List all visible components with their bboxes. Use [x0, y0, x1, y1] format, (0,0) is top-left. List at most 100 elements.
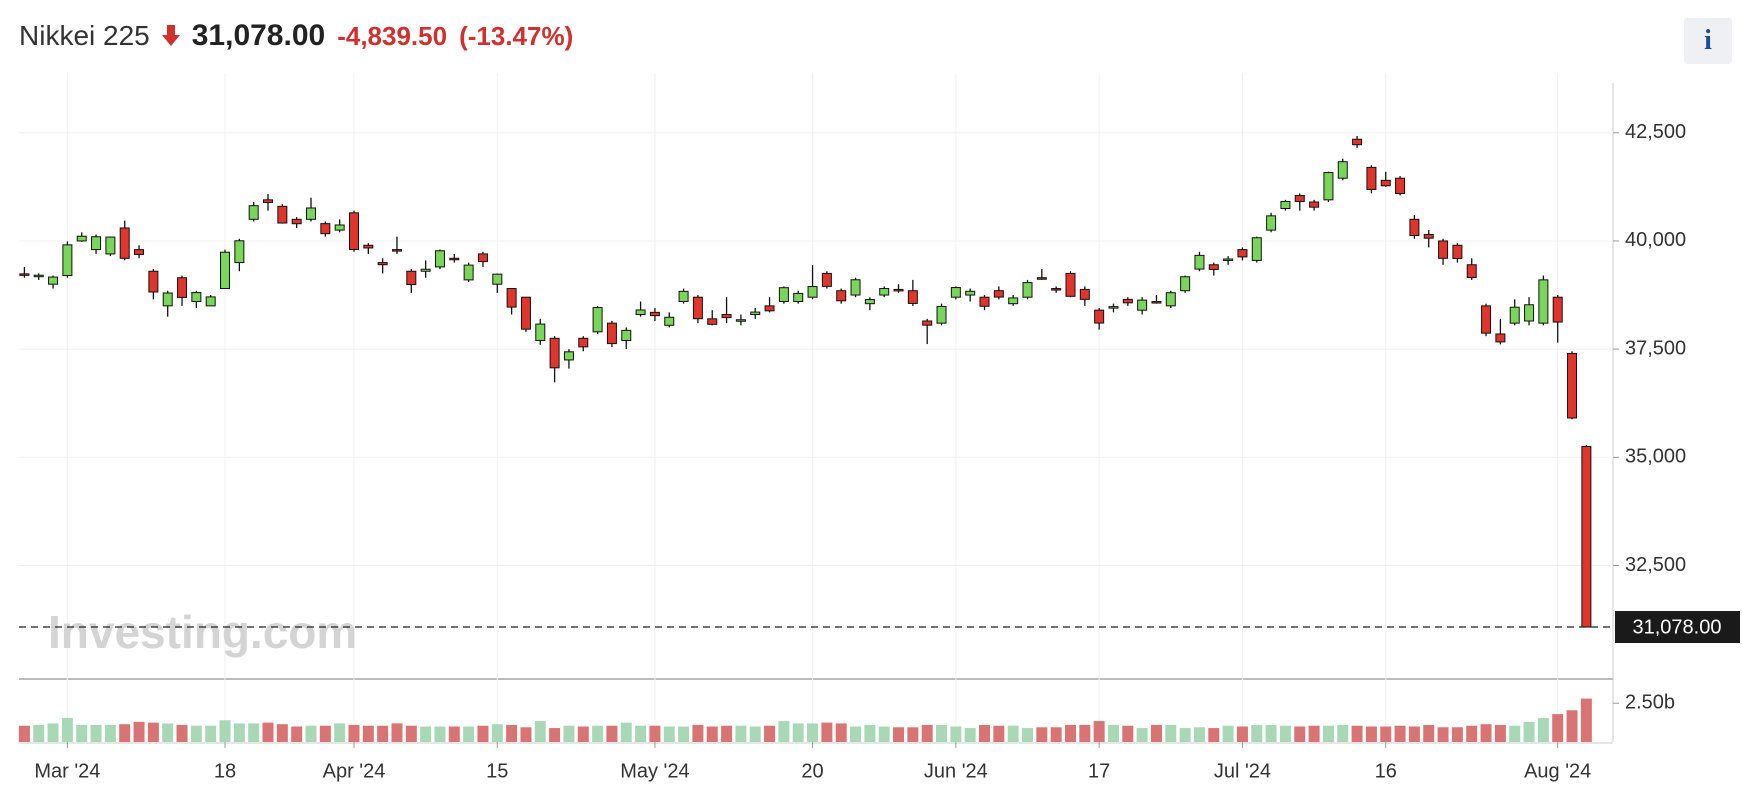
candle-body	[205, 296, 216, 307]
volume-bar	[47, 723, 59, 742]
candle-body	[1395, 177, 1406, 194]
last-price: 31,078.00	[191, 19, 326, 52]
volume-bar	[90, 724, 102, 742]
x-tick-label: Aug '24	[1524, 760, 1591, 782]
candle-body	[19, 273, 30, 276]
volume-bar	[233, 723, 245, 742]
volume-bar	[1408, 726, 1420, 742]
volume-bar	[1222, 725, 1234, 742]
candle-body	[621, 329, 632, 341]
volume-bar	[1208, 728, 1220, 742]
volume-bar	[1150, 724, 1162, 742]
volume-bar	[821, 722, 833, 742]
candle-body	[1122, 298, 1133, 304]
volume-bar	[577, 726, 589, 742]
candle-body	[1352, 138, 1363, 146]
volume-bar	[1480, 724, 1492, 742]
candle-body	[721, 314, 732, 319]
candle-body	[950, 287, 961, 298]
y-tick-label: 42,500	[1625, 121, 1686, 143]
volume-bar	[104, 724, 116, 742]
candle-body	[578, 337, 589, 348]
candle-body	[850, 279, 861, 296]
volume-bar	[1494, 724, 1506, 742]
candle-body	[1495, 333, 1506, 343]
candle-body	[1208, 264, 1219, 270]
volume-bar	[878, 726, 890, 742]
volume-bar	[993, 725, 1005, 742]
volume-bar	[620, 722, 632, 742]
candle-body	[406, 270, 417, 286]
volume-bar	[1509, 725, 1521, 742]
candle-body	[306, 207, 316, 220]
candle-body	[191, 292, 202, 303]
volume-bar	[61, 717, 73, 742]
down-arrow	[161, 25, 180, 46]
volume-bar	[1064, 724, 1076, 742]
candle-body	[707, 318, 718, 325]
candle-body	[105, 236, 116, 255]
volume-bar	[147, 722, 159, 742]
candle-body	[33, 274, 44, 278]
candle-body	[1423, 233, 1434, 239]
candle-body	[434, 250, 445, 268]
volume-bar	[1279, 725, 1291, 742]
candle-body	[1509, 306, 1520, 324]
candle-body	[965, 290, 976, 296]
volume-bar	[1122, 725, 1134, 742]
volume-bar	[1165, 724, 1177, 742]
candle-body	[1065, 272, 1076, 297]
candle-body	[893, 288, 904, 292]
volume-bar	[749, 726, 761, 742]
volume-bar	[1036, 727, 1048, 742]
candle-body	[1409, 218, 1420, 236]
volume-bar	[491, 724, 503, 742]
candle-body	[1194, 254, 1205, 270]
candle-body	[1180, 276, 1191, 292]
volume-bar	[1523, 721, 1535, 742]
candle-body	[735, 319, 746, 322]
volume-bar	[1107, 724, 1119, 742]
y-tick-label: 32,500	[1625, 554, 1686, 576]
candle-body	[1337, 161, 1348, 179]
volume-bar	[420, 726, 432, 742]
candle-body	[520, 296, 531, 330]
candle-body	[1538, 279, 1549, 324]
volume-bar	[1079, 724, 1091, 742]
volume-bar	[950, 726, 962, 742]
candle-body	[1022, 282, 1033, 298]
candle-body	[76, 235, 87, 242]
volume-bar	[1552, 714, 1564, 742]
x-tick-label: 18	[214, 760, 236, 782]
volume-bar	[434, 726, 446, 742]
volume-bar	[864, 724, 876, 742]
candle-body	[1079, 288, 1090, 300]
info-button[interactable]: i	[1684, 18, 1732, 64]
candle-body	[1552, 296, 1563, 323]
price-label-box	[1615, 611, 1740, 644]
price-label: 31,078.00	[1633, 616, 1722, 638]
y-tick-label: 37,500	[1625, 337, 1686, 359]
volume-bar	[262, 722, 274, 742]
volume-bar	[1322, 725, 1334, 742]
volume-bar	[33, 724, 45, 742]
candle-body	[291, 218, 302, 225]
x-tick-label: 15	[486, 760, 508, 782]
quote-header: Nikkei 225 31,078.00 -4,839.50 (-13.47%)	[19, 14, 573, 58]
candle-body	[1581, 445, 1592, 628]
volume-bar	[807, 723, 819, 742]
volume-bar	[1580, 698, 1592, 742]
candle-body	[1137, 299, 1148, 311]
candle-body	[48, 276, 59, 285]
volume-bar	[534, 721, 546, 742]
x-tick-label: May '24	[620, 760, 689, 782]
volume-bar	[1050, 727, 1062, 742]
volume-bar	[706, 726, 718, 742]
price-change: -4,839.50	[337, 20, 448, 51]
volume-bar	[692, 724, 704, 742]
candle-body	[177, 277, 188, 298]
volume-bar	[1537, 717, 1549, 742]
volume-bar	[1093, 721, 1105, 742]
candle-body	[148, 270, 159, 293]
candle-body	[1323, 172, 1334, 201]
